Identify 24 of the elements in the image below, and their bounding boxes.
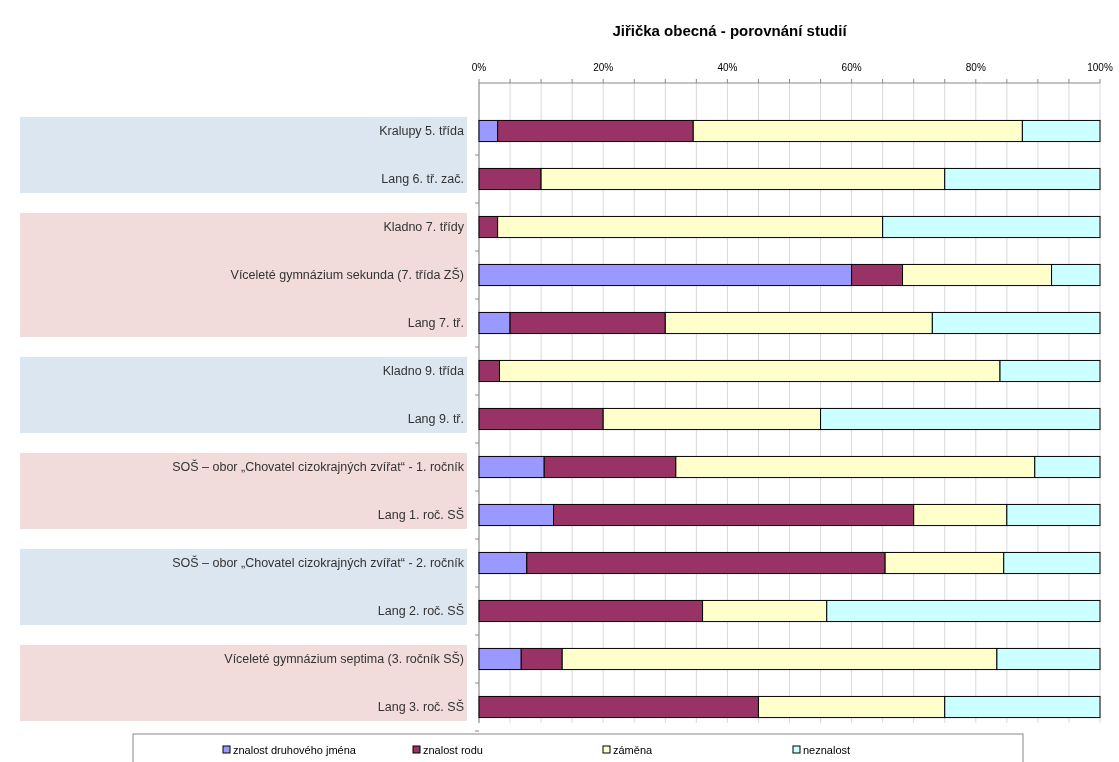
legend-label: znalost rodu xyxy=(423,744,483,756)
y-tick-label: SOŠ – obor „Chovatel cizokrajných zvířat“ - 2. ročník xyxy=(172,555,465,570)
x-tick-label: 80% xyxy=(965,62,986,73)
x-tick-label: 40% xyxy=(717,62,738,73)
y-tick-label: Kralupy 5. třída xyxy=(379,124,465,138)
y-tick-label: Lang 9. tř. xyxy=(407,412,464,426)
y-tick-label: Lang 1. roč. SŠ xyxy=(377,507,464,522)
y-tick-label: Lang 6. tř. zač. xyxy=(381,172,464,186)
legend-label: neznalost xyxy=(803,744,851,756)
x-tick-label: 100% xyxy=(1087,62,1113,73)
x-tick-label: 20% xyxy=(593,62,614,73)
y-tick-label: Lang 3. roč. SŠ xyxy=(377,699,464,714)
y-tick-label: Lang 2. roč. SŠ xyxy=(377,603,464,618)
x-tick-label: 0% xyxy=(471,62,487,73)
y-tick-label: Kladno 7. třídy xyxy=(383,220,465,234)
y-tick-label: Víceleté gymnázium sekunda (7. třída ZŠ) xyxy=(230,267,464,282)
chart-title: Jiřička obecná - porovnání studií xyxy=(612,22,848,39)
legend-label: záměna xyxy=(613,744,654,756)
y-tick-label: Kladno 9. třída xyxy=(382,364,465,378)
y-tick-label: Víceleté gymnázium septima (3. ročník SŠ) xyxy=(224,651,464,666)
legend-label: znalost druhového jména xyxy=(233,744,357,756)
y-tick-label: Lang 7. tř. xyxy=(407,316,464,330)
y-tick-label: SOŠ – obor „Chovatel cizokrajných zvířat“ - 1. ročník xyxy=(172,459,465,474)
x-tick-label: 60% xyxy=(841,62,862,73)
